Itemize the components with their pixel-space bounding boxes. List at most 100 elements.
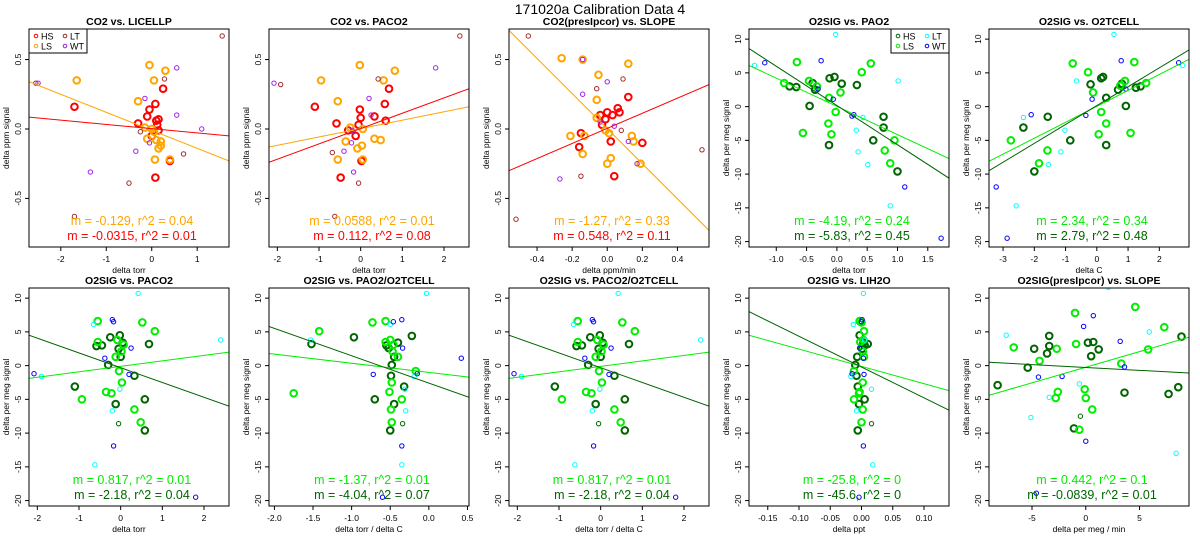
data-point-ls — [385, 387, 394, 397]
data-point-ls — [1071, 339, 1081, 349]
data-point-ls — [1068, 59, 1078, 68]
x-tick-label: 1 — [195, 254, 200, 264]
data-point-ls — [1080, 384, 1089, 394]
data-point-lt — [109, 408, 116, 414]
x-tick-label: 2 — [682, 513, 687, 523]
y-tick-label: -0.5 — [13, 191, 23, 206]
fit-annotation-ls: m = 0.442, r^2 = 0.1 — [1036, 473, 1148, 487]
data-point-wt — [860, 443, 867, 449]
data-point-wt — [818, 58, 824, 64]
data-point-lt — [1045, 161, 1052, 168]
y-tick-label: 0 — [733, 104, 743, 109]
fit-annotation-hs: m = -4.04, r^2 = 0.07 — [314, 488, 430, 502]
y-tick-label: 5 — [733, 70, 743, 75]
panel-title: O2SIG vs. PACO2/O2TCELL — [540, 275, 679, 287]
data-point-wt — [856, 345, 863, 351]
x-tick-label: -1 — [555, 513, 563, 523]
data-point-hs — [1120, 388, 1129, 397]
data-point-hs — [151, 99, 160, 109]
x-tick-label: -0.10 — [789, 513, 809, 523]
panel-title: CO2 vs. PACO2 — [330, 16, 408, 28]
data-point-lt — [570, 321, 577, 328]
x-tick-label: -2.0 — [267, 513, 282, 523]
x-tick-label: 1 — [400, 254, 405, 264]
data-point-hs — [310, 102, 320, 112]
panel-title: O2SIG(presIpcor) vs. SLOPE — [1018, 275, 1161, 287]
data-point-lt — [597, 386, 603, 392]
data-point-ls — [824, 119, 833, 128]
data-point-wt — [1083, 112, 1089, 119]
fit-line-hs — [269, 88, 469, 163]
panel-3: CO2(presIpcor) vs. SLOPE m = -1.27, r^2 =… — [481, 16, 710, 275]
data-point-wt — [87, 169, 94, 175]
data-point-hs — [853, 426, 863, 435]
x-tick-label: 0.4 — [672, 254, 684, 264]
data-point-hs — [1121, 101, 1131, 111]
data-point-wt — [1083, 438, 1089, 444]
fit-line-ls — [29, 81, 229, 162]
data-point-hs — [620, 395, 630, 404]
data-point-lt — [853, 408, 860, 414]
y-tick-label: -15 — [13, 460, 23, 473]
data-point-ls — [113, 335, 122, 345]
plot-frame — [748, 287, 950, 507]
data-point-lt — [572, 462, 578, 468]
data-point-ls — [573, 337, 583, 347]
y-tick-label: -10 — [253, 427, 263, 440]
data-point-wt — [414, 371, 420, 377]
data-point-ls — [1101, 119, 1111, 128]
data-point-hs_small — [399, 420, 406, 427]
fit-annotation-ls: m = -1.37, r^2 = 0.01 — [314, 473, 430, 487]
data-point-ls — [812, 82, 822, 91]
data-point-hs — [624, 339, 634, 349]
data-point-lt — [423, 290, 430, 297]
y-tick-label: 5 — [973, 70, 983, 75]
x-tick-label: -0.2 — [565, 254, 580, 264]
data-point-ls — [804, 76, 814, 86]
data-point-ls — [117, 347, 126, 356]
data-point-ls — [387, 418, 397, 427]
data-point-lt — [71, 213, 78, 220]
fit-line-hs — [269, 325, 469, 398]
data-point-lt — [1105, 288, 1111, 291]
y-tick-label: 0.5 — [13, 53, 23, 65]
data-point-ls — [1130, 302, 1140, 312]
data-point-wt — [366, 95, 372, 102]
data-point-ls — [831, 107, 840, 117]
data-point-wt — [368, 112, 374, 118]
panel-10: O2SIG(presIpcor) vs. SLOPE m = 0.442, r^2… — [961, 275, 1190, 534]
fit-line-hs — [29, 116, 229, 137]
data-point-ls — [857, 418, 866, 427]
data-point-lt — [699, 147, 705, 153]
data-point-wt — [1090, 312, 1097, 319]
data-point-wt — [1033, 490, 1040, 496]
data-point-ls — [93, 316, 103, 326]
data-point-ls — [1081, 393, 1091, 403]
data-point-hs — [993, 380, 1002, 390]
fit-annotation-ls: m = -1.27, r^2 = 0.33 — [554, 214, 670, 228]
y-tick-label: 0 — [253, 363, 263, 368]
data-point-ls — [602, 159, 612, 168]
panel-7: O2SIG vs. PAO2/O2TCELL m = -1.37, r^2 = 0… — [241, 275, 474, 534]
data-point-hs — [70, 102, 79, 112]
data-point-hs — [1044, 331, 1054, 341]
data-point-wt — [174, 112, 180, 118]
data-point-wt — [938, 235, 944, 241]
data-point-wt — [849, 371, 855, 377]
data-point-wt — [815, 86, 821, 92]
y-tick-label: 5 — [733, 329, 743, 334]
data-point-ls — [587, 388, 596, 398]
data-point-lt — [853, 127, 859, 133]
panel-title: O2SIG vs. O2TCELL — [1039, 16, 1140, 28]
fit-line-ls — [749, 64, 949, 160]
y-tick-label: -20 — [973, 235, 983, 248]
data-point-wt — [579, 91, 586, 97]
data-point-wt — [199, 126, 205, 132]
data-point-wt — [993, 184, 999, 190]
y-tick-label: 0.5 — [253, 53, 263, 65]
data-point-lt — [1028, 414, 1034, 421]
data-point-hs — [572, 341, 581, 351]
data-point-wt — [399, 317, 405, 323]
data-point-lt — [865, 161, 871, 168]
data-point-ls — [1116, 359, 1126, 368]
